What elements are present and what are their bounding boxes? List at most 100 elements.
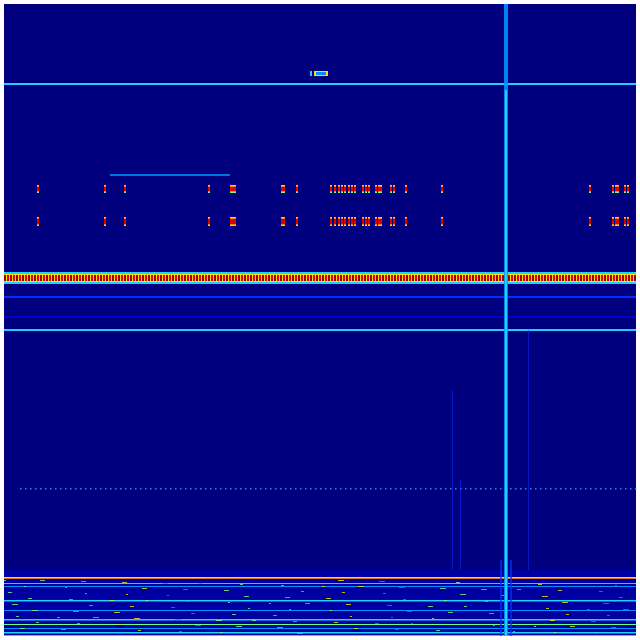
dotted-trace: [195, 488, 197, 490]
dotted-trace: [390, 488, 392, 490]
band-stripe: [100, 275, 102, 281]
band-stripe: [403, 275, 405, 281]
noise-speckle: [538, 584, 542, 585]
dotted-trace: [105, 488, 107, 490]
band-stripe: [472, 275, 474, 281]
noise-speckle: [570, 626, 575, 627]
dotted-trace: [45, 488, 47, 490]
noise-speckle: [118, 624, 121, 625]
band-stripe: [7, 275, 9, 281]
dotted-trace: [235, 488, 237, 490]
band-stripe: [553, 275, 555, 281]
band-stripe: [184, 275, 186, 281]
pulse-marker: [281, 219, 283, 224]
pulse-marker: [338, 219, 340, 224]
noise-speckle: [199, 583, 202, 584]
pulse-marker: [368, 219, 370, 224]
dotted-trace: [290, 488, 292, 490]
band-stripe: [73, 275, 75, 281]
dotted-trace: [360, 488, 362, 490]
band-stripe: [82, 275, 84, 281]
band-stripe: [229, 275, 231, 281]
vertical-line-side: [510, 560, 512, 636]
noise-speckle: [138, 630, 141, 631]
horizontal-line: [4, 610, 636, 611]
band-stripe: [121, 275, 123, 281]
band-stripe: [151, 275, 153, 281]
dotted-trace: [535, 488, 537, 490]
dotted-trace: [635, 488, 637, 490]
horizontal-line: [4, 624, 636, 625]
dotted-trace: [35, 488, 37, 490]
noise-speckle: [334, 622, 338, 623]
noise-speckle: [489, 613, 494, 614]
noise-speckle: [346, 604, 351, 605]
noise-speckle: [407, 611, 412, 612]
spectrogram-background: [4, 4, 636, 636]
horizontal-line: [4, 578, 636, 579]
noise-speckle: [456, 582, 460, 583]
pulse-marker: [234, 187, 236, 191]
dotted-trace: [430, 488, 432, 490]
band-stripe: [190, 275, 192, 281]
band-stripe: [535, 275, 537, 281]
noise-speckle: [130, 606, 134, 607]
noise-speckle: [322, 586, 325, 587]
band-stripe: [247, 275, 249, 281]
noise-speckle: [448, 612, 453, 613]
dotted-trace: [320, 488, 322, 490]
pulse-marker: [351, 187, 353, 191]
band-stripe: [523, 275, 525, 281]
pulse-marker: [283, 187, 285, 191]
noise-speckle: [146, 600, 148, 601]
dotted-trace: [225, 488, 227, 490]
band-stripe: [349, 275, 351, 281]
band-stripe: [145, 275, 147, 281]
band-stripe: [88, 275, 90, 281]
dotted-trace: [530, 488, 532, 490]
band-stripe: [217, 275, 219, 281]
dotted-trace: [615, 488, 617, 490]
band-stripe: [103, 275, 105, 281]
band-stripe: [328, 275, 330, 281]
dotted-trace: [300, 488, 302, 490]
band-stripe: [571, 275, 573, 281]
band-stripe: [52, 275, 54, 281]
dotted-trace: [315, 488, 317, 490]
pulse-marker: [375, 219, 377, 224]
band-stripe: [58, 275, 60, 281]
dotted-trace: [575, 488, 577, 490]
pulse-marker: [234, 219, 236, 224]
band-stripe: [517, 275, 519, 281]
noise-speckle: [240, 584, 243, 585]
dotted-trace: [480, 488, 482, 490]
dotted-trace: [470, 488, 472, 490]
noise-speckle: [236, 626, 242, 627]
band-stripe: [295, 275, 297, 281]
band-stripe: [415, 275, 417, 281]
faint-vertical: [452, 390, 453, 570]
dotted-trace: [170, 488, 172, 490]
dotted-trace: [605, 488, 607, 490]
band-stripe: [544, 275, 546, 281]
band-stripe: [547, 275, 549, 281]
noise-speckle: [122, 582, 127, 583]
top-marker: [316, 72, 326, 75]
band-stripe: [43, 275, 45, 281]
pulse-marker: [296, 187, 298, 191]
noise-speckle: [326, 598, 331, 599]
band-stripe: [166, 275, 168, 281]
pulse-marker: [380, 219, 382, 224]
pulse-marker: [405, 219, 407, 224]
band-stripe: [205, 275, 207, 281]
noise-speckle: [619, 597, 623, 598]
band-stripe: [67, 275, 69, 281]
noise-speckle: [403, 599, 406, 600]
band-stripe: [448, 275, 450, 281]
band-stripe: [187, 275, 189, 281]
band-stripe: [37, 275, 39, 281]
band-stripe: [115, 275, 117, 281]
noise-speckle: [350, 616, 352, 617]
pulse-marker: [380, 187, 382, 191]
band-stripe: [139, 275, 141, 281]
